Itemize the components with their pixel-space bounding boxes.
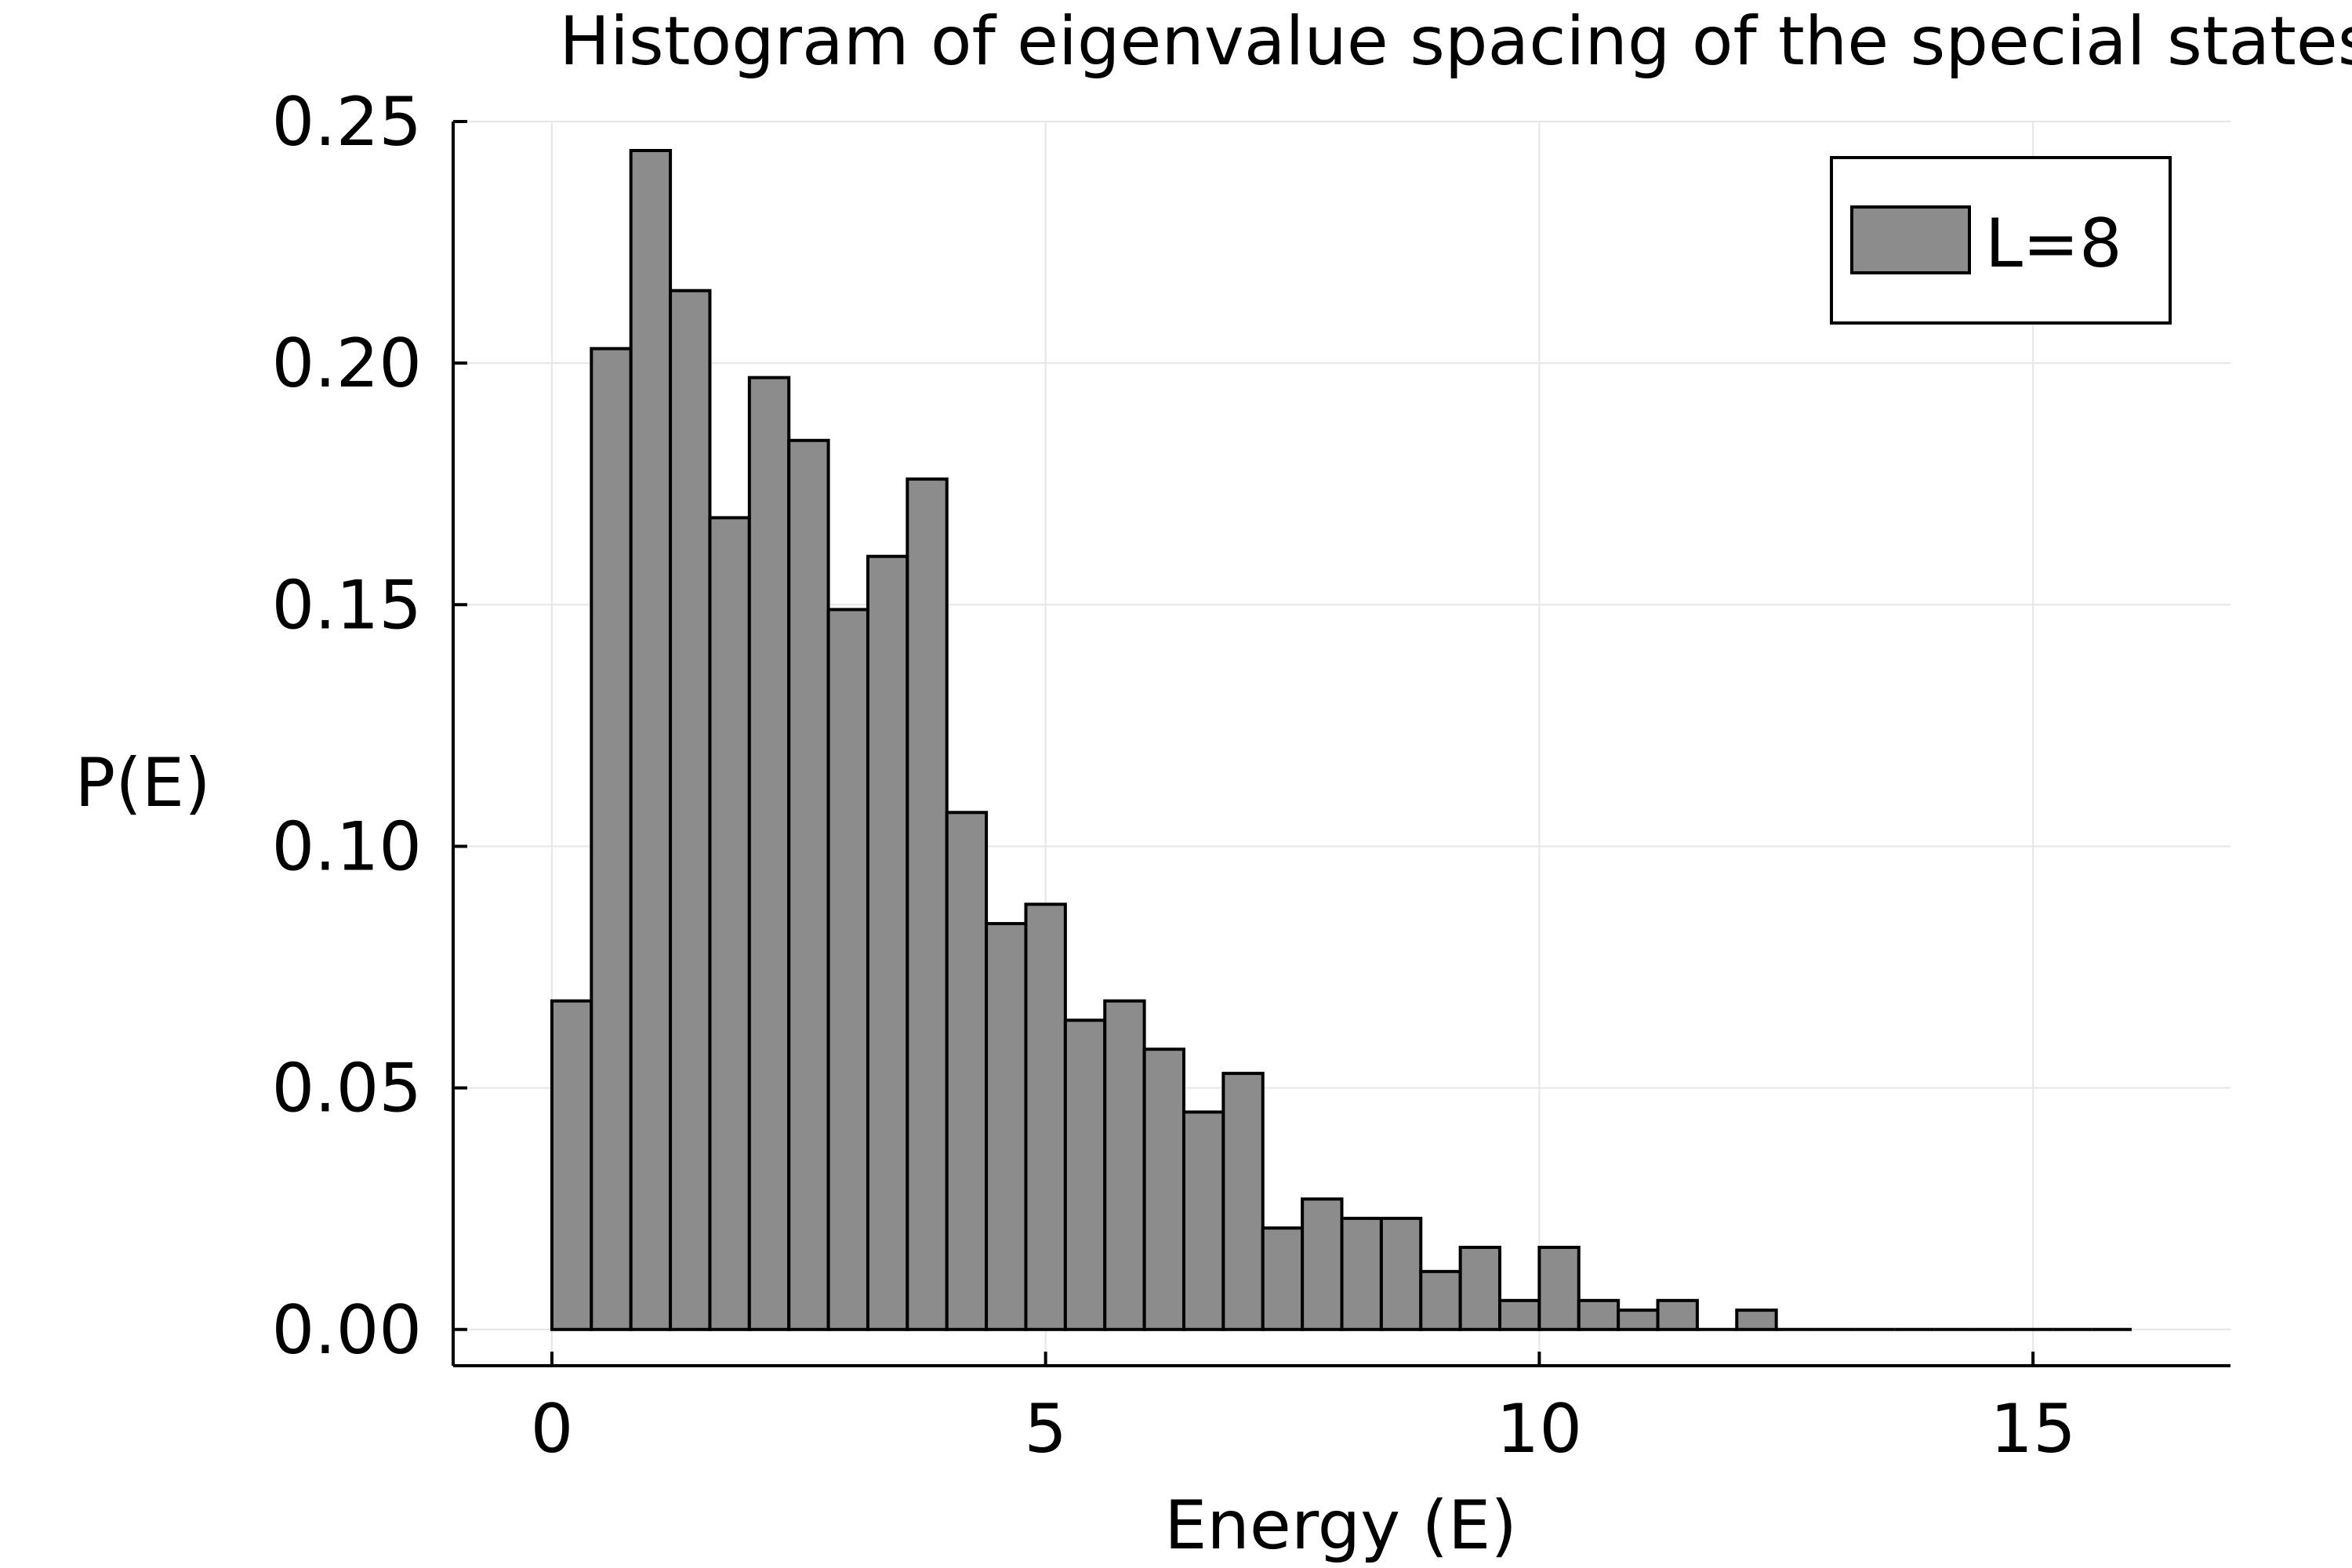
- histogram-bar: [747, 376, 791, 1331]
- histogram-bar: [1261, 1226, 1305, 1331]
- histogram-bar: [1181, 1110, 1225, 1331]
- histogram-bar: [1577, 1298, 1621, 1331]
- chart-title: Histogram of eigenvalue spacing of the s…: [559, 2, 2352, 81]
- x-tick-label: 5: [1024, 1390, 1067, 1468]
- legend: L=8: [1830, 156, 2172, 325]
- histogram-bar: [1379, 1217, 1423, 1331]
- histogram-bar: [826, 608, 869, 1331]
- y-tick-label: 0.25: [272, 83, 422, 162]
- histogram-bar: [1142, 1047, 1185, 1331]
- histogram-bar: [708, 516, 751, 1331]
- histogram-bar: [985, 922, 1028, 1331]
- histogram-bar: [1498, 1298, 1541, 1331]
- histogram-bar: [1419, 1269, 1462, 1331]
- histogram-bar: [866, 554, 909, 1331]
- y-tick-label: 0.15: [272, 566, 422, 644]
- histogram-bar: [906, 477, 949, 1331]
- y-axis-label: P(E): [74, 744, 210, 822]
- histogram-bar: [1458, 1246, 1502, 1331]
- histogram-bar: [1221, 1072, 1265, 1331]
- legend-label: L=8: [1985, 205, 2122, 283]
- y-tick-label: 0.10: [272, 808, 422, 886]
- histogram-bar: [590, 347, 633, 1331]
- x-tick-labels: 0 5 10 15: [531, 1390, 2076, 1468]
- x-tick-label: 15: [1990, 1390, 2075, 1468]
- y-tick-labels: 0.00 0.05 0.10 0.15 0.20 0.25: [272, 83, 422, 1370]
- histogram-bar: [629, 148, 673, 1331]
- x-tick-label: 0: [531, 1390, 574, 1468]
- histogram-bar: [1735, 1308, 1778, 1331]
- histogram-bars: [550, 148, 2132, 1331]
- y-tick-label: 0.00: [272, 1291, 422, 1370]
- x-tick-label: 10: [1497, 1390, 1582, 1468]
- histogram-bar: [1537, 1246, 1581, 1331]
- histogram-bar: [1617, 1308, 1660, 1331]
- y-tick-label: 0.20: [272, 325, 422, 403]
- histogram-bar: [1103, 999, 1146, 1331]
- histogram-bar: [1024, 902, 1067, 1331]
- histogram-bar: [1656, 1298, 1699, 1331]
- histogram-bar: [550, 999, 593, 1331]
- x-axis-label: Energy (E): [1164, 1486, 1517, 1565]
- histogram-bar: [1340, 1217, 1383, 1331]
- legend-swatch: [1850, 205, 1971, 274]
- histogram-bar: [1063, 1018, 1107, 1331]
- histogram-bar: [945, 811, 989, 1331]
- histogram-bar: [787, 438, 830, 1331]
- histogram-bar: [1301, 1197, 1344, 1331]
- histogram-bar: [669, 289, 712, 1331]
- y-tick-label: 0.05: [272, 1050, 422, 1128]
- axes: [452, 120, 2230, 1367]
